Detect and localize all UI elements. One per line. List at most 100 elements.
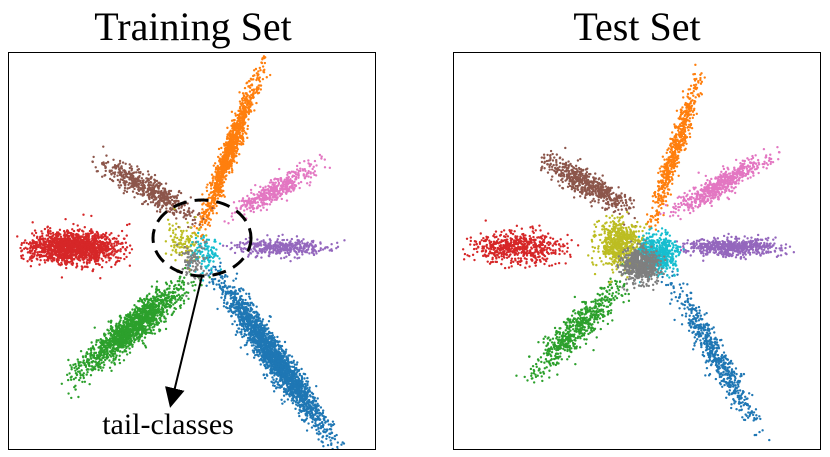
point [87,363,91,366]
point [207,269,211,272]
point [61,259,64,262]
point [122,323,126,327]
point [72,254,76,257]
point [214,265,217,269]
point [249,303,252,307]
point [157,321,161,325]
point [262,331,266,334]
point [118,259,121,263]
point [271,381,275,384]
point [215,283,218,286]
point [171,312,174,315]
point [48,227,52,230]
point [103,358,107,362]
point [222,281,226,285]
point [37,253,41,257]
point [51,231,55,235]
point [89,242,92,245]
point [71,263,74,267]
point [82,261,86,264]
point [246,307,250,311]
point [165,283,169,286]
point [218,273,222,277]
point [52,233,55,237]
point [330,425,333,428]
point [301,397,305,401]
point [41,232,44,235]
point [66,240,69,243]
point [46,248,49,251]
point [119,250,122,253]
point [93,233,97,236]
point [164,327,168,331]
point [270,339,273,342]
point [252,344,255,347]
point [317,430,321,433]
point [285,356,288,359]
test-set-title: Test Set [573,4,701,49]
point [261,355,265,359]
point [296,361,299,364]
point [241,335,244,339]
point [150,285,154,288]
point [146,294,149,297]
point [51,238,54,241]
point [286,398,290,401]
point [189,273,192,276]
point [68,372,71,375]
point [83,241,86,244]
point [148,292,151,296]
point [290,385,293,388]
point [133,334,137,338]
point [57,237,61,240]
point [145,297,148,301]
point [256,354,260,357]
point [252,356,256,359]
point [295,363,298,366]
point [273,339,277,342]
point [103,238,107,241]
point [180,281,184,284]
point [298,400,301,404]
point [240,287,243,290]
point [133,314,137,318]
point [103,363,106,367]
point [295,391,298,394]
point [273,369,277,372]
point [335,433,338,437]
point [67,257,70,260]
point [147,331,151,335]
point [164,299,168,302]
point [98,256,101,259]
point [130,343,133,346]
point [256,346,259,349]
point [90,228,93,231]
point [96,361,99,365]
point [238,290,242,293]
point [111,347,114,351]
point [262,373,265,377]
point [183,276,186,279]
point [290,377,294,380]
point [267,332,270,335]
point [239,346,243,349]
point [108,240,112,244]
point [252,311,255,314]
point [307,422,310,425]
point [71,257,74,261]
point [117,242,120,245]
point [74,384,77,387]
point [277,343,280,346]
point [208,281,211,284]
point [128,244,132,247]
point [280,349,284,353]
point [306,393,309,396]
point [240,328,243,331]
point [269,331,272,335]
point [216,307,219,311]
point [50,254,53,258]
point [275,386,279,389]
point [71,228,74,231]
point [80,235,84,238]
point [22,241,26,244]
